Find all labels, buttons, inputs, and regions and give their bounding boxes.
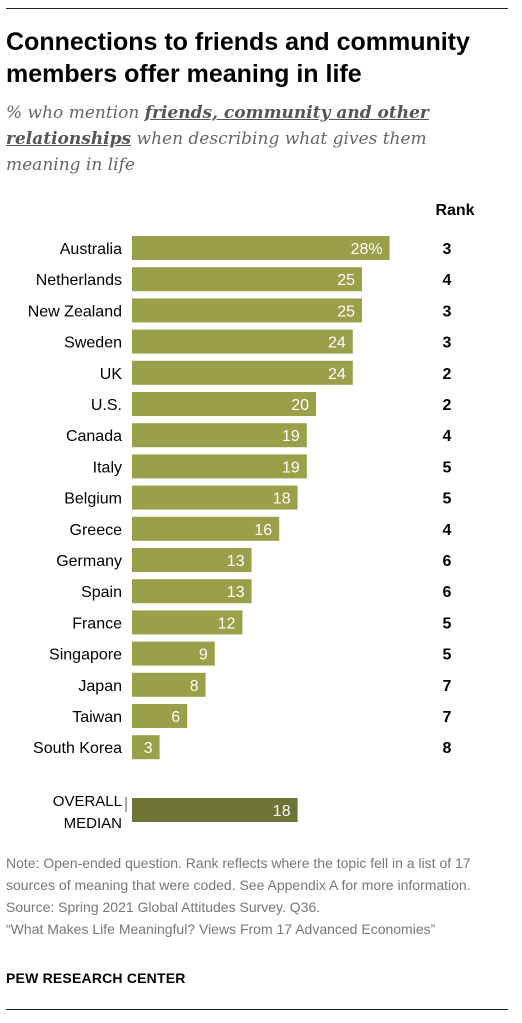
category-label: Australia: [60, 241, 122, 258]
subtitle-suffix: when describing what gives them meaning …: [6, 129, 427, 175]
brand-logo-text: PEW RESEARCH CENTER: [6, 970, 186, 986]
bar: [132, 735, 160, 760]
bar-value-label: 19: [282, 428, 300, 445]
bar: [132, 610, 243, 635]
bar-value-label: 12: [218, 615, 236, 632]
median-label-line: OVERALL: [53, 793, 122, 810]
median-label-line: MEDIAN: [64, 815, 122, 832]
note-text: Note: Open-ended question. Rank reflects…: [6, 855, 471, 893]
rank-value: 5: [443, 647, 452, 664]
bar-value-label: 8: [190, 678, 199, 695]
rank-value: 2: [443, 397, 452, 414]
bar-value-label: 6: [171, 709, 180, 726]
bar: [132, 579, 252, 604]
bar-value-label: 24: [328, 335, 346, 352]
bar-value-label: 28%: [351, 241, 383, 258]
category-label: Sweden: [64, 335, 122, 352]
category-label: Singapore: [49, 647, 122, 664]
category-label: France: [72, 615, 122, 632]
category-label: Taiwan: [72, 709, 122, 726]
bar: [132, 454, 307, 479]
rank-value: 7: [443, 678, 452, 695]
rank-value: 5: [443, 459, 452, 476]
rank-value: 5: [443, 491, 452, 508]
subtitle-prefix: % who mention: [6, 103, 145, 123]
category-label: Greece: [70, 522, 123, 539]
rank-value: 2: [443, 366, 452, 383]
category-label: Canada: [66, 428, 122, 445]
bar: [132, 360, 353, 385]
bar: [132, 267, 362, 292]
bar: [132, 641, 215, 666]
bar: [132, 236, 390, 260]
category-label: Japan: [78, 678, 122, 695]
rank-value: 4: [443, 522, 452, 539]
rank-value: 3: [443, 303, 452, 320]
median-value-label: 18: [273, 803, 291, 820]
median-bar: [132, 798, 298, 822]
bar: [132, 548, 252, 572]
bar: [132, 516, 280, 541]
bar: [132, 423, 307, 448]
rank-value: 4: [443, 428, 452, 445]
bar-value-label: 13: [227, 584, 245, 601]
rank-column-header: Rank: [435, 202, 475, 219]
rank-value: 6: [443, 553, 452, 570]
bar: [132, 392, 316, 416]
bar: [132, 329, 353, 354]
rank-value: 8: [443, 740, 452, 757]
notes-block: Note: Open-ended question. Rank reflects…: [6, 852, 511, 940]
chart-subtitle: % who mention friends, community and oth…: [6, 100, 476, 178]
category-label: Netherlands: [36, 272, 122, 289]
bar-value-label: 18: [273, 491, 291, 508]
rank-value: 7: [443, 709, 452, 726]
bar: [132, 485, 298, 510]
bar: [132, 298, 362, 323]
report-title-text: “What Makes Life Meaningful? Views From …: [6, 921, 436, 937]
bar-value-label: 3: [144, 740, 153, 757]
category-label: South Korea: [33, 740, 122, 757]
bar-value-label: 16: [254, 522, 272, 539]
category-label: New Zealand: [28, 303, 122, 320]
rank-value: 3: [443, 241, 452, 258]
rank-value: 6: [443, 584, 452, 601]
bar: [132, 704, 188, 728]
source-text: Source: Spring 2021 Global Attitudes Sur…: [6, 899, 321, 915]
category-label: Belgium: [64, 491, 122, 508]
bar-value-label: 13: [227, 553, 245, 570]
bar-value-label: 20: [291, 397, 309, 414]
category-label: Italy: [93, 459, 122, 476]
category-label: UK: [100, 366, 123, 383]
bottom-rule: [6, 1009, 508, 1010]
rank-value: 4: [443, 272, 452, 289]
category-label: Spain: [81, 584, 122, 601]
category-label: U.S.: [91, 397, 122, 414]
bar: [132, 672, 206, 697]
bar-value-label: 25: [337, 272, 355, 289]
bar-value-label: 9: [199, 647, 208, 664]
rank-value: 5: [443, 615, 452, 632]
chart-title: Connections to friends and community mem…: [6, 28, 470, 88]
subtitle-emphasis: friends, community and other relationshi…: [6, 103, 429, 149]
bar-value-label: 25: [337, 303, 355, 320]
bar-value-label: 19: [282, 459, 300, 476]
category-label: Germany: [56, 553, 122, 570]
bar-value-label: 24: [328, 366, 346, 383]
top-rule: [6, 8, 508, 9]
rank-value: 3: [443, 335, 452, 352]
